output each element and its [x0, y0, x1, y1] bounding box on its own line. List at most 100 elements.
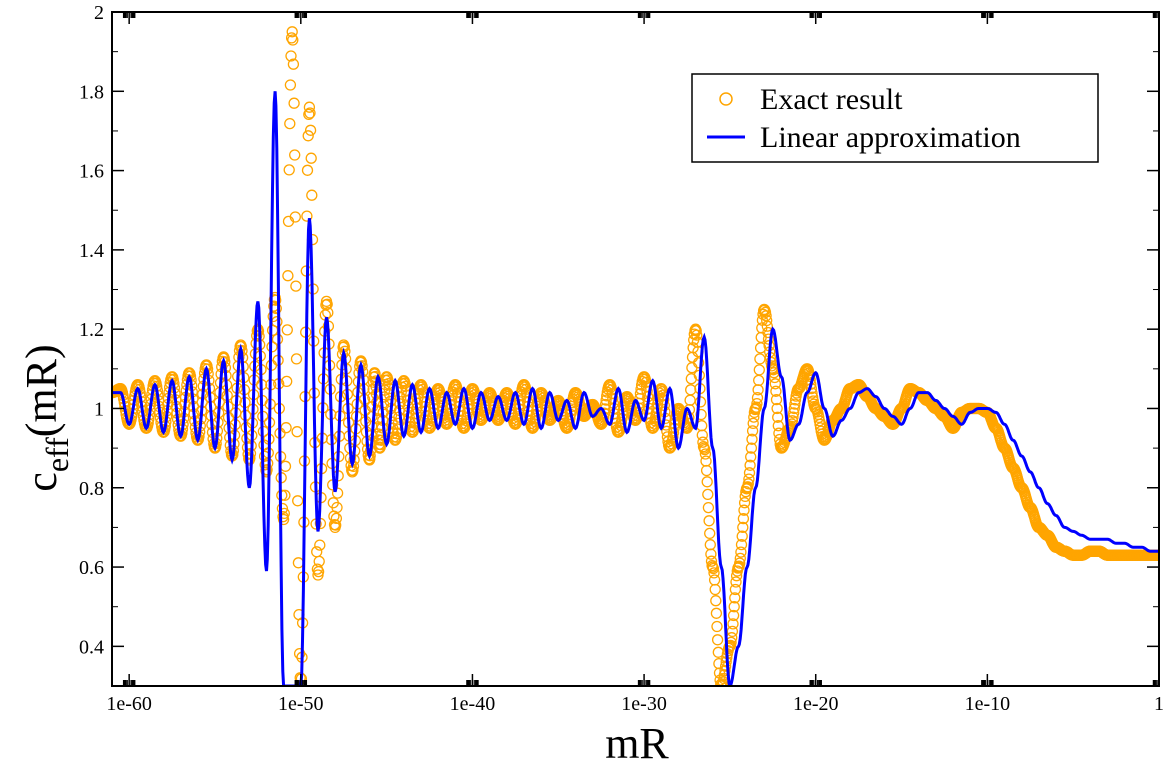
exact-result-point [772, 420, 784, 432]
exact-result-point [288, 97, 300, 109]
y-axis-title-main: c [17, 472, 66, 492]
exact-result-point [761, 320, 773, 332]
y-axis-title: ceff(mR) [17, 344, 75, 491]
exact-result-point [697, 436, 709, 448]
exact-result-point [305, 152, 317, 164]
exact-result-point [615, 416, 628, 428]
y-tick-label: 2 [94, 2, 104, 24]
y-tick-label: 0.4 [79, 636, 104, 658]
exact-result-point [737, 512, 750, 525]
series-linear-approximation [112, 91, 1159, 686]
x-tick-label: 1e-60 [106, 693, 152, 715]
exact-result-point [719, 664, 731, 677]
y-tick-label: 0.8 [79, 478, 104, 500]
exact-result-point [461, 411, 473, 423]
exact-result-point [282, 270, 294, 282]
exact-result-point [290, 280, 302, 292]
y-tick-label: 1.8 [79, 81, 104, 103]
exact-result-point [281, 375, 293, 388]
exact-result-point [765, 356, 777, 368]
exact-result-point [277, 513, 290, 526]
exact-result-point [694, 396, 707, 408]
y-tick-label: 1.6 [79, 161, 104, 183]
exact-result-point [747, 417, 759, 430]
exact-result-point [789, 398, 801, 410]
exact-result-point [283, 164, 295, 176]
exact-result-point [289, 149, 301, 161]
exact-result-point [743, 467, 756, 479]
exact-result-point [727, 618, 739, 630]
exact-result-point [696, 429, 708, 441]
exact-result-point [292, 495, 304, 507]
exact-result-point [701, 476, 713, 488]
exact-result-point [728, 601, 740, 613]
exact-result-point [772, 411, 784, 423]
y-axis-title-subscript: eff [39, 437, 75, 472]
exact-result-point [746, 425, 759, 437]
exact-result-point [710, 607, 723, 619]
exact-result-point [304, 107, 316, 119]
exact-result-point [769, 371, 781, 384]
legend: Exact result Linear approximation [691, 73, 1099, 163]
exact-result-point [382, 374, 394, 386]
exact-result-point [729, 583, 742, 596]
exact-result-point [290, 353, 303, 365]
legend-label-exact-result: Exact result [760, 83, 903, 116]
y-tick-label: 1.2 [79, 319, 104, 341]
y-axis-title-tail: (mR) [17, 344, 66, 437]
exact-result-point [426, 411, 439, 423]
exact-result-point [281, 324, 293, 336]
exact-result-point [705, 548, 717, 560]
exact-result-point [291, 426, 303, 438]
exact-result-point [707, 562, 720, 575]
legend-marker-exact-result [719, 92, 733, 106]
exact-result-point [330, 519, 342, 531]
exact-result-point [321, 298, 333, 310]
x-axis-title: mR [605, 719, 669, 766]
exact-result-point [284, 117, 296, 130]
exact-result-point [667, 427, 680, 439]
exact-result-point [529, 412, 542, 424]
exact-result-point [788, 407, 800, 419]
exact-result-point [695, 408, 707, 421]
exact-result-point [787, 411, 799, 423]
exact-result-point [737, 521, 749, 534]
exact-result-point [287, 34, 299, 46]
exact-result-point [704, 527, 716, 540]
exact-result-point [703, 515, 715, 527]
exact-result-point [303, 108, 315, 121]
exact-result-point [708, 567, 720, 579]
exact-result-point [702, 501, 715, 514]
exact-result-point [314, 539, 326, 551]
exact-result-point [401, 389, 413, 401]
exact-result-point [710, 595, 722, 607]
exact-result-point [691, 329, 703, 341]
exact-result-point [643, 408, 656, 420]
exact-result-point [692, 357, 705, 369]
exact-result-point [302, 130, 314, 142]
exact-result-point [331, 501, 343, 514]
exact-result-point [512, 411, 524, 423]
x-tick-label: 1e-10 [965, 693, 1011, 715]
x-tick-label: 1e-40 [450, 693, 496, 715]
exact-result-point [770, 393, 783, 406]
legend-label-linear-approximation: Linear approximation [760, 121, 1021, 154]
exact-result-point [745, 442, 758, 454]
exact-result-point [738, 497, 751, 509]
exact-result-point [743, 473, 755, 485]
exact-result-point [734, 557, 746, 569]
exact-result-point [384, 389, 396, 401]
exact-result-point [726, 625, 739, 638]
exact-result-point [734, 552, 746, 565]
exact-result-point [762, 333, 775, 345]
exact-result-point [286, 26, 298, 38]
exact-result-point [754, 353, 766, 365]
exact-result-point [699, 448, 712, 460]
exact-result-point [711, 634, 724, 646]
exact-result-point [301, 164, 314, 176]
exact-result-point [761, 314, 773, 327]
exact-result-point [634, 388, 647, 400]
exact-result-point [376, 429, 388, 441]
exact-result-point [392, 417, 404, 430]
